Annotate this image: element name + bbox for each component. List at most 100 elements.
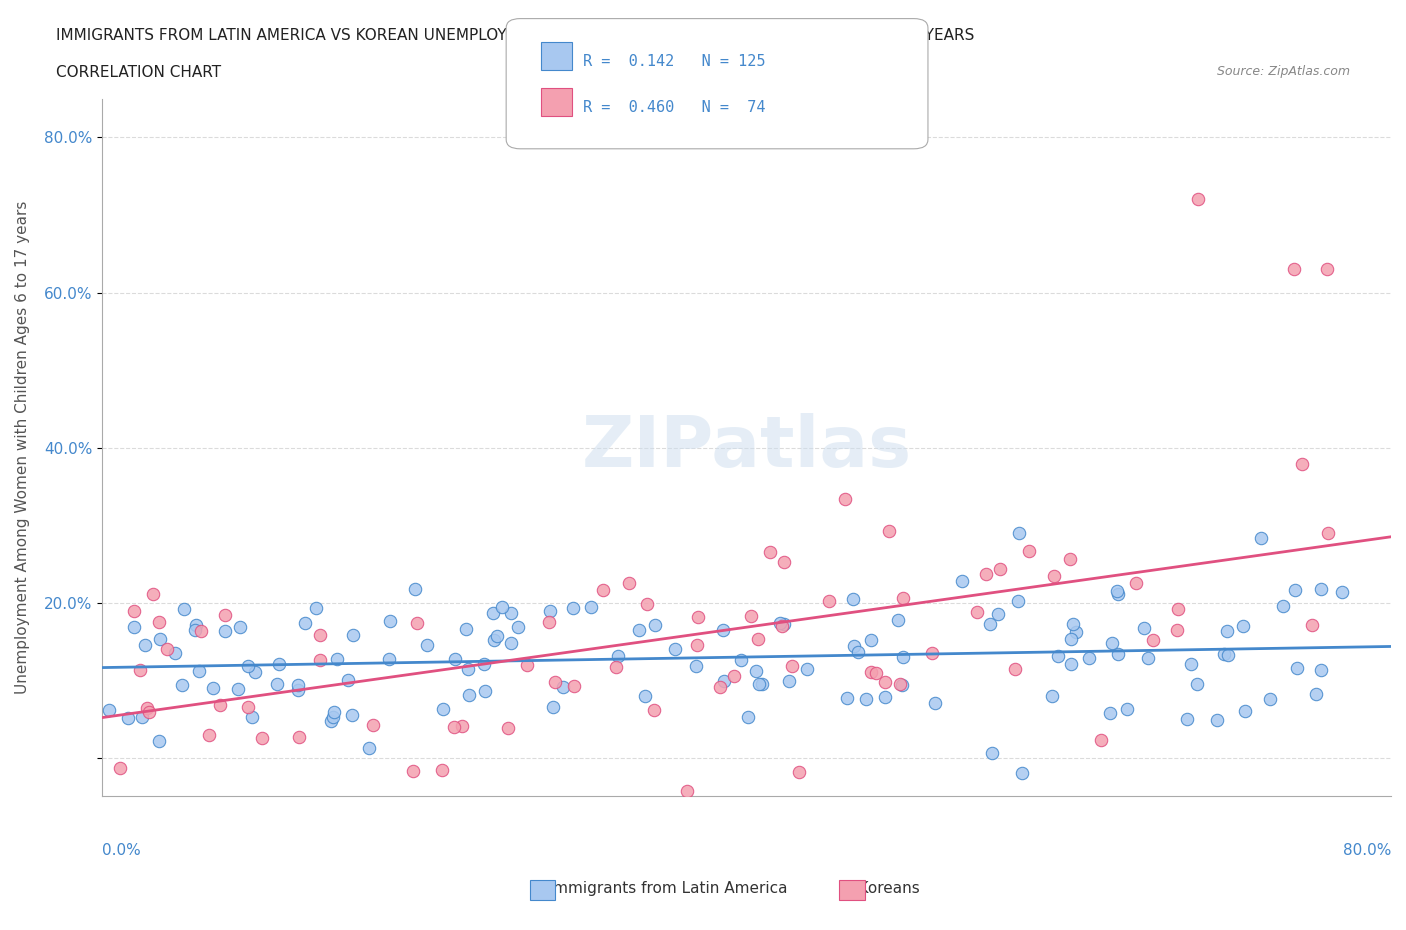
Point [842, 591, 865, 606]
Point [544, 674, 567, 689]
Point [443, 720, 465, 735]
Point [1331, 585, 1354, 600]
Point [561, 805, 583, 820]
Point [773, 617, 796, 631]
Point [266, 677, 288, 692]
Point [1206, 713, 1229, 728]
Point [122, 619, 145, 634]
Point [209, 698, 232, 712]
Point [308, 653, 330, 668]
Point [759, 544, 782, 559]
Point [337, 673, 360, 688]
Point [340, 708, 363, 723]
Point [1187, 676, 1209, 691]
Point [855, 691, 877, 706]
Point [592, 582, 614, 597]
Point [966, 604, 988, 619]
Point [1250, 530, 1272, 545]
Point [506, 620, 529, 635]
Text: IMMIGRANTS FROM LATIN AMERICA VS KOREAN UNEMPLOYMENT AMONG WOMEN WITH CHILDREN A: IMMIGRANTS FROM LATIN AMERICA VS KOREAN … [56, 28, 974, 43]
Point [538, 614, 561, 629]
Point [214, 607, 236, 622]
Point [1059, 552, 1081, 567]
Text: R =  0.142   N = 125: R = 0.142 N = 125 [583, 54, 766, 69]
Point [859, 664, 882, 679]
Text: Immigrants from Latin America: Immigrants from Latin America [534, 881, 787, 896]
Point [190, 624, 212, 639]
Point [796, 661, 818, 676]
Point [456, 621, 478, 636]
Point [769, 616, 792, 631]
Point [859, 632, 882, 647]
Point [305, 600, 328, 615]
Point [250, 731, 273, 746]
Point [496, 721, 519, 736]
Point [875, 689, 897, 704]
Point [129, 663, 152, 678]
Point [1215, 624, 1237, 639]
Point [538, 604, 561, 618]
Point [747, 631, 769, 646]
Point [865, 666, 887, 681]
Point [148, 615, 170, 630]
Point [117, 711, 139, 725]
Point [202, 681, 225, 696]
Point [1260, 691, 1282, 706]
Point [236, 658, 259, 673]
Point [156, 642, 179, 657]
Point [214, 623, 236, 638]
Point [165, 645, 187, 660]
Point [149, 631, 172, 646]
Point [921, 646, 943, 661]
Point [1090, 733, 1112, 748]
Point [744, 664, 766, 679]
Point [377, 652, 399, 667]
Point [309, 627, 332, 642]
Point [1166, 623, 1188, 638]
Point [924, 696, 946, 711]
Point [149, 812, 172, 827]
Point [1008, 525, 1031, 540]
Point [1105, 584, 1128, 599]
Point [432, 763, 454, 777]
Point [980, 745, 1002, 760]
Point [486, 628, 509, 643]
Point [887, 612, 910, 627]
Text: Source: ZipAtlas.com: Source: ZipAtlas.com [1216, 65, 1350, 78]
Point [148, 733, 170, 748]
Point [1187, 193, 1209, 207]
Point [834, 491, 856, 506]
Text: CORRELATION CHART: CORRELATION CHART [56, 65, 221, 80]
Text: Koreans: Koreans [844, 881, 920, 896]
Point [713, 673, 735, 688]
Point [138, 704, 160, 719]
Text: R =  0.460   N =  74: R = 0.460 N = 74 [583, 100, 766, 115]
Point [402, 764, 425, 778]
Point [444, 651, 467, 666]
Point [748, 677, 770, 692]
Point [561, 601, 583, 616]
Point [108, 760, 131, 775]
Text: 80.0%: 80.0% [1343, 843, 1391, 858]
Point [269, 657, 291, 671]
Text: ZIPatlas: ZIPatlas [582, 413, 911, 482]
Point [458, 688, 481, 703]
Point [325, 652, 347, 667]
Point [432, 702, 454, 717]
Point [1099, 706, 1122, 721]
Point [605, 659, 627, 674]
Point [551, 679, 574, 694]
Point [709, 679, 731, 694]
Point [770, 618, 793, 633]
Point [751, 676, 773, 691]
Point [686, 638, 709, 653]
Point [1212, 647, 1234, 662]
Point [404, 581, 426, 596]
Point [1284, 582, 1306, 597]
Point [1101, 636, 1123, 651]
Point [644, 618, 666, 632]
Point [889, 676, 911, 691]
Point [287, 678, 309, 693]
Point [1180, 657, 1202, 671]
Point [516, 658, 538, 672]
